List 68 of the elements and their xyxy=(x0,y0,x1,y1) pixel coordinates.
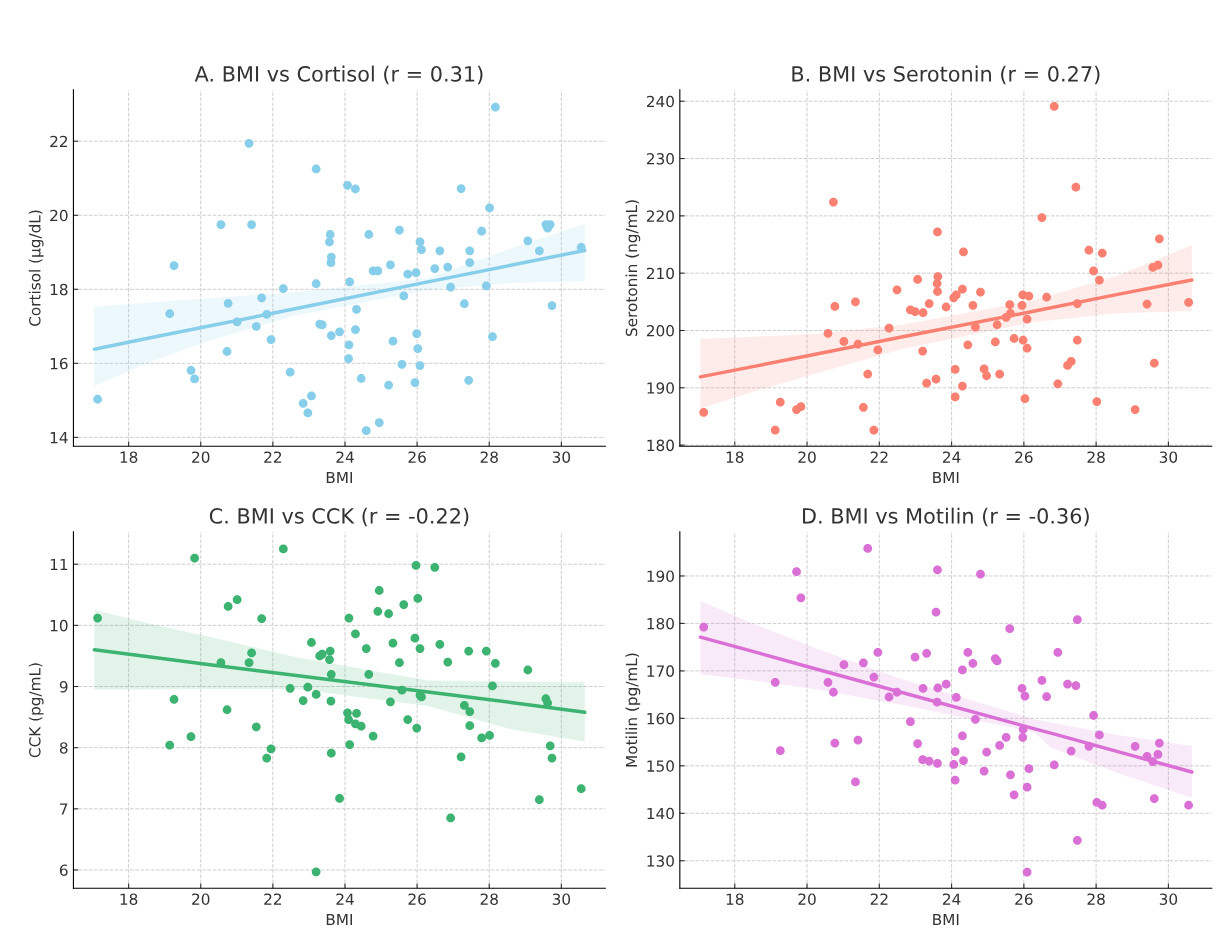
line-series xyxy=(698,278,1194,379)
y-tick-label: 140 xyxy=(647,807,674,820)
chart-title: D. BMI vs Motilin (r = -0.36) xyxy=(803,507,1089,527)
x-tick-label: 20 xyxy=(798,893,816,905)
x-tick-label: 26 xyxy=(408,451,426,463)
line-series xyxy=(698,635,1194,774)
y-tick-label: 220 xyxy=(646,210,674,222)
x-tick-label: 18 xyxy=(726,451,744,463)
y-tick-label: 18 xyxy=(50,283,68,296)
y-tick-label: 210 xyxy=(646,267,674,280)
y-tick-label: 190 xyxy=(647,570,674,582)
y-axis-title: CCK (pg/mL) xyxy=(28,663,44,758)
x-tick-label: 28 xyxy=(1087,893,1105,905)
y-tick-label: 7 xyxy=(60,803,68,815)
x-tick-label: 22 xyxy=(264,451,282,463)
x-tick-label: 22 xyxy=(870,893,888,905)
x-tick-label: 18 xyxy=(726,893,744,905)
y-tick-label: 170 xyxy=(647,665,674,677)
x-tick-label: 24 xyxy=(336,893,354,905)
y-tick-label: 16 xyxy=(50,357,68,370)
y-tick-label: 11 xyxy=(50,558,68,571)
x-tick-label: 30 xyxy=(1159,451,1178,463)
x-tick-label: 22 xyxy=(870,451,888,463)
chart-title: B. BMI vs Serotonin (r = 0.27) xyxy=(792,65,1100,85)
y-tick-label: 230 xyxy=(646,153,674,165)
y-axis-title: Serotonin (ng/mL) xyxy=(625,200,641,337)
y-tick-label: 8 xyxy=(59,742,68,754)
y-tick-label: 22 xyxy=(50,135,68,148)
y-tick-label: 180 xyxy=(647,439,674,452)
y-tick-label: 14 xyxy=(50,432,68,444)
x-tick-label: 18 xyxy=(120,451,138,463)
x-tick-label: 24 xyxy=(942,893,961,905)
x-tick-label: 20 xyxy=(192,893,210,905)
x-tick-label: 26 xyxy=(1015,451,1033,463)
x-tick-label: 28 xyxy=(480,451,498,463)
x-tick-label: 20 xyxy=(798,451,816,463)
x-axis-title: BMI xyxy=(326,471,352,484)
x-tick-label: 24 xyxy=(942,451,961,463)
x-tick-label: 18 xyxy=(120,893,138,905)
y-tick-label: 130 xyxy=(647,855,674,867)
y-axis-title: Cortisol (µg/dL) xyxy=(28,210,44,326)
x-axis-title: BMI xyxy=(933,471,959,484)
x-tick-label: 24 xyxy=(336,451,354,463)
y-tick-label: 9 xyxy=(59,680,68,693)
x-tick-label: 30 xyxy=(552,893,571,905)
line-series xyxy=(92,648,587,714)
x-tick-label: 22 xyxy=(264,893,282,905)
y-tick-label: 200 xyxy=(646,324,674,337)
chart-title: A. BMI vs Cortisol (r = 0.31) xyxy=(194,65,483,85)
x-tick-label: 20 xyxy=(192,451,210,463)
chart-title: C. BMI vs CCK (r = -0.22) xyxy=(209,507,469,527)
y-tick-label: 20 xyxy=(50,209,68,222)
x-axis-title: BMI xyxy=(326,913,352,926)
x-tick-label: 28 xyxy=(1087,451,1105,463)
x-tick-label: 26 xyxy=(1015,893,1033,905)
x-tick-label: 30 xyxy=(1159,893,1178,905)
y-axis-title: Motilin (pg/mL) xyxy=(625,653,641,767)
x-axis-title: BMI xyxy=(933,913,959,926)
x-tick-label: 28 xyxy=(480,893,498,905)
y-tick-label: 10 xyxy=(50,619,68,632)
y-tick-label: 150 xyxy=(647,760,674,772)
y-tick-label: 6 xyxy=(59,864,68,876)
x-tick-label: 30 xyxy=(552,451,571,463)
y-tick-label: 160 xyxy=(647,712,674,725)
y-tick-label: 190 xyxy=(647,382,674,394)
x-tick-label: 26 xyxy=(408,893,426,905)
y-tick-label: 180 xyxy=(647,617,674,630)
y-tick-label: 240 xyxy=(646,95,674,108)
